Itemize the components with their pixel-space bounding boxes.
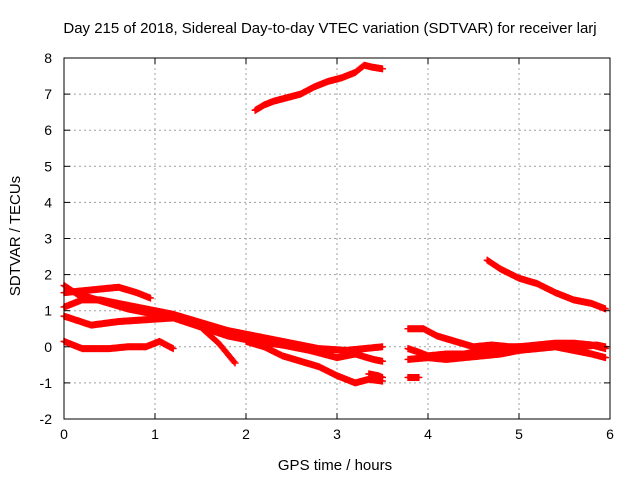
data-point	[379, 357, 386, 365]
data-point	[601, 305, 609, 313]
x-tick-label: 1	[151, 426, 159, 442]
data-layer	[60, 61, 609, 387]
y-tick-label: -2	[40, 411, 53, 427]
data-point	[146, 294, 154, 302]
x-tick-label: 4	[424, 426, 432, 442]
grid-layer	[64, 58, 610, 419]
y-tick-label: 5	[44, 158, 52, 174]
series-arc-rising	[483, 256, 609, 313]
y-axis-label: SDTVAR / TECUs	[7, 176, 24, 296]
data-point	[231, 359, 239, 367]
series-arc-d	[60, 312, 386, 365]
series-arc-i	[404, 339, 609, 360]
data-point	[379, 373, 386, 381]
axis-layer: 0 1 2 3 4 5 6 -2 -1 0 1 2 3 4 5 6 7 8	[40, 50, 615, 442]
y-tick-label: -1	[40, 375, 53, 391]
x-tick-label: 6	[606, 426, 614, 442]
y-tick-label: 2	[44, 267, 52, 283]
chart-title: Day 215 of 2018, Sidereal Day-to-day VTE…	[63, 20, 596, 37]
series-arc-f	[60, 337, 177, 353]
series-arc-k	[365, 370, 386, 381]
y-tick-label: 0	[44, 339, 52, 355]
y-tick-label: 6	[44, 122, 52, 138]
x-tick-label: 0	[60, 426, 68, 442]
y-tick-label: 3	[44, 231, 52, 247]
series-arc-j	[404, 373, 423, 381]
y-tick-label: 4	[44, 194, 52, 210]
data-point	[379, 65, 386, 73]
data-point	[415, 373, 423, 381]
series-arc-b	[60, 283, 154, 302]
series-arc-high	[251, 61, 386, 114]
y-tick-label: 7	[44, 86, 52, 102]
series-arc-c	[60, 296, 386, 354]
data-point	[379, 343, 386, 351]
y-tick-label: 8	[44, 50, 52, 66]
x-axis-label: GPS time / hours	[278, 457, 392, 474]
data-point	[230, 358, 238, 366]
series-arc-e	[242, 337, 386, 387]
data-point	[169, 345, 177, 353]
x-tick-label: 5	[515, 426, 523, 442]
x-tick-label: 3	[333, 426, 341, 442]
y-tick-label: 1	[44, 303, 52, 319]
x-tick-label: 2	[242, 426, 250, 442]
data-point	[601, 354, 609, 362]
data-point	[601, 345, 609, 353]
